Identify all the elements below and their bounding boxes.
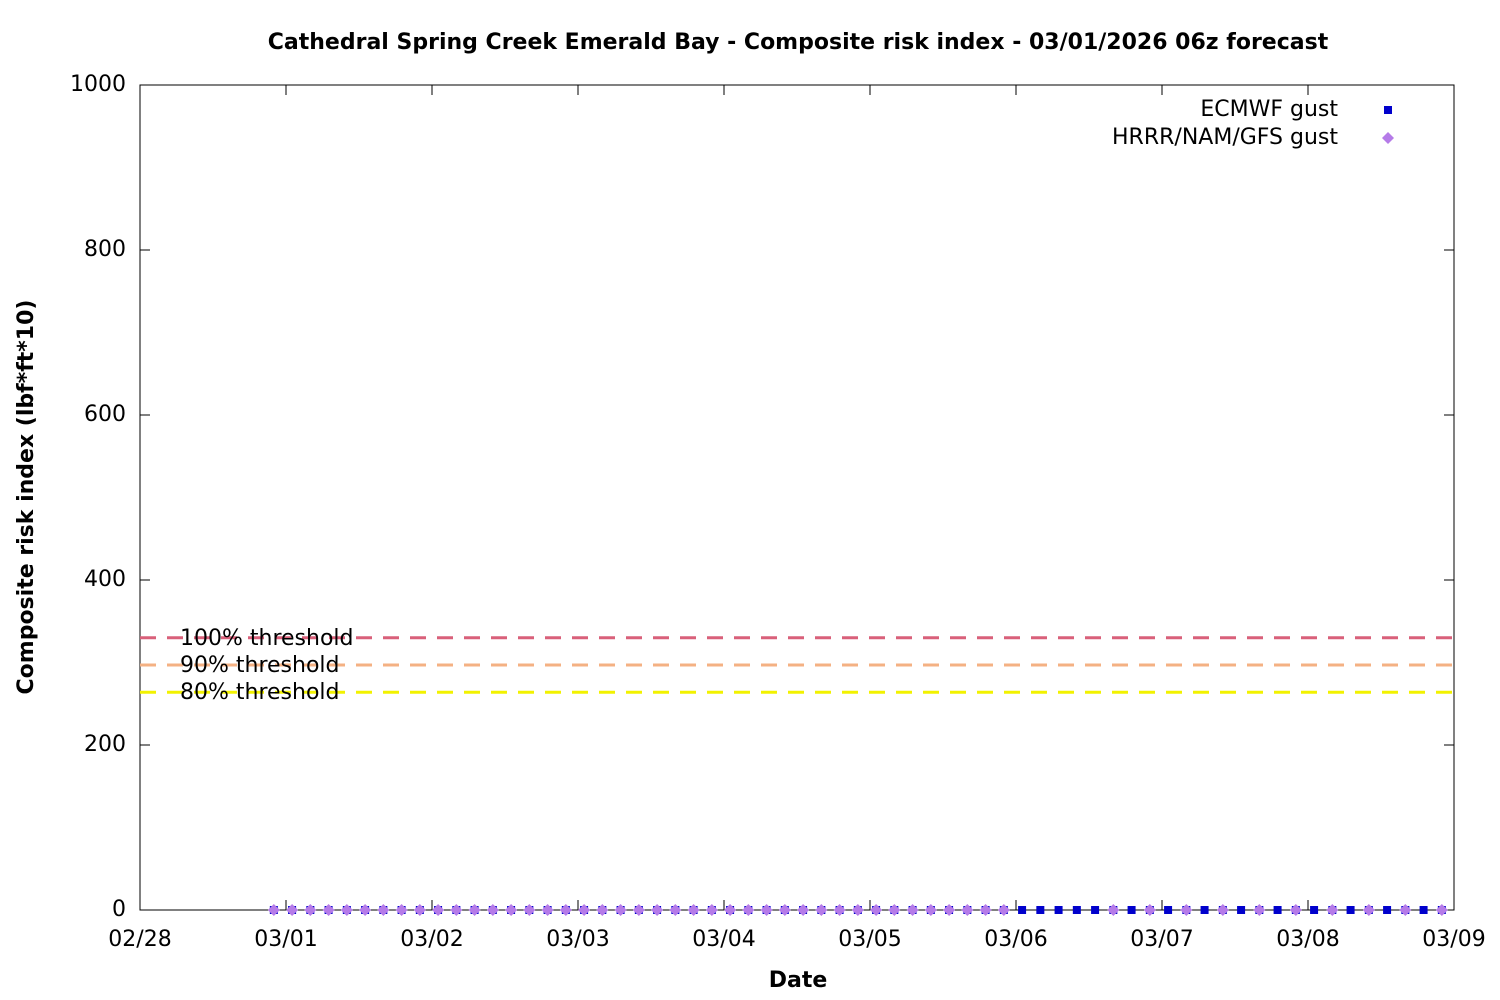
x-tick-label: 03/09 xyxy=(1422,927,1485,952)
y-tick-label: 0 xyxy=(112,897,126,922)
point xyxy=(651,904,664,916)
point xyxy=(1346,906,1355,914)
legend-marker xyxy=(1384,106,1392,114)
point xyxy=(413,904,426,916)
point xyxy=(797,904,810,916)
point xyxy=(1273,906,1282,914)
point xyxy=(851,904,864,916)
y-tick-label: 600 xyxy=(84,402,126,427)
point xyxy=(778,904,791,916)
legend-label: HRRR/NAM/GFS gust xyxy=(1112,125,1338,150)
point xyxy=(760,904,773,916)
point xyxy=(286,904,299,916)
point xyxy=(815,904,828,916)
point xyxy=(468,904,481,916)
point xyxy=(632,904,645,916)
point xyxy=(906,904,919,916)
x-tick-label: 03/01 xyxy=(254,927,317,952)
point xyxy=(1399,904,1412,916)
point xyxy=(1383,906,1392,914)
y-tick-label: 200 xyxy=(84,732,126,757)
y-axis-label: Composite risk index (lbf*ft*10) xyxy=(14,300,39,695)
point xyxy=(1326,904,1339,916)
point xyxy=(742,904,755,916)
point xyxy=(1419,906,1428,914)
point xyxy=(322,904,335,916)
x-tick-label: 03/04 xyxy=(692,927,755,952)
point xyxy=(432,904,445,916)
legend-label: ECMWF gust xyxy=(1200,97,1338,122)
point xyxy=(541,904,554,916)
point xyxy=(1164,906,1173,914)
point xyxy=(1237,906,1246,914)
legend-marker xyxy=(1382,132,1394,144)
point xyxy=(267,904,280,916)
point xyxy=(943,904,956,916)
point xyxy=(559,904,572,916)
point xyxy=(870,904,883,916)
point xyxy=(450,904,463,916)
point xyxy=(1253,904,1266,916)
x-tick-label: 03/03 xyxy=(546,927,609,952)
x-tick-label: 03/08 xyxy=(1276,927,1339,952)
x-tick-label: 03/02 xyxy=(400,927,463,952)
point xyxy=(1310,906,1319,914)
point xyxy=(1091,906,1100,914)
point xyxy=(614,904,627,916)
y-tick-label: 800 xyxy=(84,237,126,262)
point xyxy=(340,904,353,916)
point xyxy=(505,904,518,916)
y-tick-label: 1000 xyxy=(70,72,126,97)
point xyxy=(1200,906,1209,914)
threshold-label: 80% threshold xyxy=(180,680,340,705)
point xyxy=(1143,904,1156,916)
point xyxy=(1289,904,1302,916)
point xyxy=(1127,906,1136,914)
point xyxy=(687,904,700,916)
point xyxy=(961,904,974,916)
point xyxy=(359,904,372,916)
x-tick-label: 03/05 xyxy=(838,927,901,952)
x-tick-label: 02/28 xyxy=(108,927,171,952)
point xyxy=(705,904,718,916)
point xyxy=(304,904,317,916)
x-tick-label: 03/07 xyxy=(1130,927,1193,952)
point xyxy=(377,904,390,916)
threshold-label: 90% threshold xyxy=(180,653,340,678)
x-axis-label: Date xyxy=(769,968,828,993)
point xyxy=(1018,906,1027,914)
point xyxy=(1362,904,1375,916)
point xyxy=(924,904,937,916)
point xyxy=(1054,906,1063,914)
x-tick-label: 03/06 xyxy=(984,927,1047,952)
point xyxy=(888,904,901,916)
point xyxy=(578,904,591,916)
point xyxy=(596,904,609,916)
point xyxy=(1180,904,1193,916)
plot-frame xyxy=(139,84,1455,911)
point xyxy=(523,904,536,916)
threshold-label: 100% threshold xyxy=(180,626,354,651)
point xyxy=(1036,906,1045,914)
point xyxy=(724,904,737,916)
point xyxy=(997,904,1010,916)
point xyxy=(1216,904,1229,916)
point xyxy=(1107,904,1120,916)
y-tick-label: 400 xyxy=(84,567,126,592)
point xyxy=(395,904,408,916)
point xyxy=(669,904,682,916)
point xyxy=(833,904,846,916)
point xyxy=(486,904,499,916)
point xyxy=(1072,906,1081,914)
point xyxy=(1435,904,1448,916)
chart-title: Cathedral Spring Creek Emerald Bay - Com… xyxy=(268,30,1329,55)
point xyxy=(979,904,992,916)
